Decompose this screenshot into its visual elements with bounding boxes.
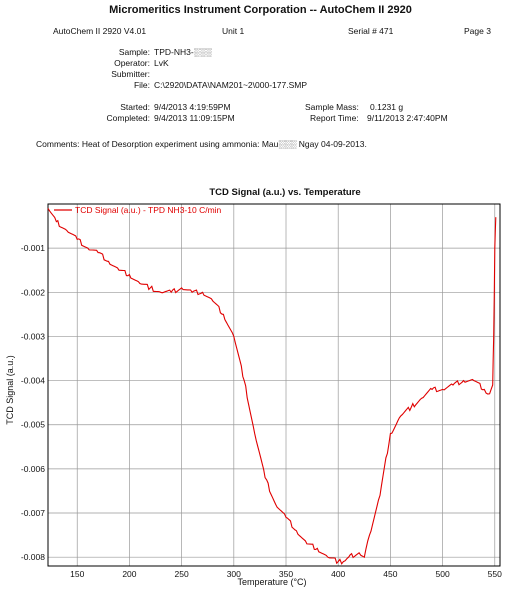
x-tick-label: 550: [488, 569, 502, 579]
report-time-label: Report Time:: [310, 113, 359, 123]
grid: [48, 204, 500, 566]
axis-ticks: 150 200 250 300 350 400 450 500 550 -0.008 -0.007 -…: [21, 243, 502, 579]
x-tick-label: 500: [435, 569, 449, 579]
comments: Comments: Heat of Desorption experiment …: [36, 139, 367, 149]
x-tick-label: 450: [383, 569, 397, 579]
plot-frame: [47, 203, 501, 567]
sample-mass-value: 0.1231 g: [370, 102, 404, 112]
y-tick-label: -0.007: [21, 508, 45, 518]
sample-value: TPD-NH3-░░░: [154, 47, 212, 57]
submitter-label: Submitter:: [111, 69, 150, 79]
x-tick-label: 300: [227, 569, 241, 579]
report-time-value: 9/11/2013 2:47:40PM: [367, 113, 448, 123]
y-tick-label: -0.001: [21, 243, 45, 253]
legend: TCD Signal (a.u.) - TPD NH3-10 C/min: [54, 205, 222, 215]
x-tick-label: 200: [122, 569, 136, 579]
y-tick-label: -0.008: [21, 552, 45, 562]
sample-mass-label: Sample Mass:: [305, 102, 359, 112]
completed-label: Completed:: [106, 113, 150, 123]
completed-value: 9/4/2013 11:09:15PM: [154, 113, 235, 123]
legend-label: TCD Signal (a.u.) - TPD NH3-10 C/min: [75, 205, 222, 215]
unit-label: Unit 1: [222, 26, 245, 36]
started-label: Started:: [120, 102, 150, 112]
y-tick-label: -0.006: [21, 464, 45, 474]
series-line: [47, 208, 497, 565]
file-label: File:: [133, 80, 150, 90]
series-layer: [47, 208, 497, 565]
y-axis-label: TCD Signal (a.u.): [5, 355, 15, 425]
operator-value: LvK: [154, 58, 169, 68]
page-label: Page 3: [464, 26, 491, 36]
y-tick-label: -0.002: [21, 287, 45, 297]
serial-label: Serial # 471: [348, 26, 394, 36]
instrument-version: AutoChem II 2920 V4.01: [53, 26, 147, 36]
y-tick-label: -0.004: [21, 376, 45, 386]
started-value: 9/4/2013 4:19:59PM: [154, 102, 231, 112]
x-tick-label: 400: [331, 569, 345, 579]
file-value: C:\2920\DATA\NAM201~2\000-177.SMP: [154, 80, 307, 90]
report-title: Micromeritics Instrument Corporation -- …: [109, 4, 412, 16]
y-tick-label: -0.003: [21, 331, 45, 341]
x-tick-label: 250: [175, 569, 189, 579]
sample-label: Sample:: [118, 47, 150, 57]
y-tick-label: -0.005: [21, 420, 45, 430]
x-tick-label: 150: [70, 569, 84, 579]
x-tick-label: 350: [279, 569, 293, 579]
x-axis-label: Temperature (°C): [237, 577, 306, 587]
chart-title: TCD Signal (a.u.) vs. Temperature: [209, 187, 360, 198]
operator-label: Operator:: [114, 58, 150, 68]
